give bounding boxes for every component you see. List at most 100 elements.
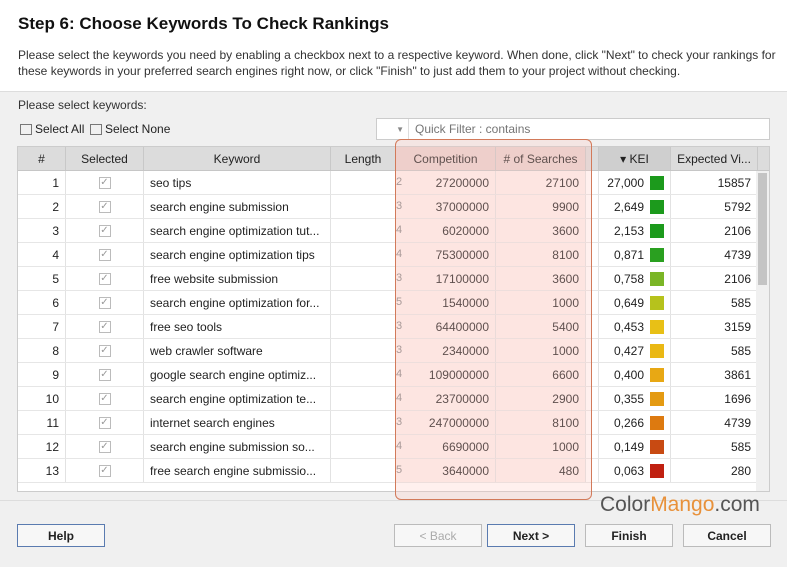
col-expected-visits[interactable]: Expected Vi...: [671, 147, 758, 170]
finish-button[interactable]: Finish: [585, 524, 673, 547]
select-all-button[interactable]: Select All: [20, 122, 84, 136]
row-keyword: free search engine submissio...: [144, 459, 331, 482]
row-competition: 23700000: [396, 387, 496, 410]
col-number[interactable]: #: [18, 147, 66, 170]
watermark: ColorMango.com: [600, 493, 760, 516]
filter-dropdown[interactable]: ▼: [377, 119, 409, 139]
row-checkbox[interactable]: ✓: [98, 440, 111, 453]
cancel-button[interactable]: Cancel: [683, 524, 771, 547]
table-row[interactable]: 6 ✓ search engine optimization for... 15…: [18, 291, 769, 315]
select-none-icon: [90, 123, 102, 135]
row-checkbox-cell: ✓: [66, 243, 144, 266]
row-kei: 0,649: [613, 295, 644, 310]
table-row[interactable]: 12 ✓ search engine submission so... 6690…: [18, 435, 769, 459]
kei-color-swatch: [650, 295, 664, 310]
row-checkbox[interactable]: ✓: [98, 368, 111, 381]
row-spacer: [586, 291, 599, 314]
row-competition: 17100000: [396, 267, 496, 290]
row-spacer: [586, 339, 599, 362]
table-row[interactable]: 3 ✓ search engine optimization tut... 60…: [18, 219, 769, 243]
row-competition: 3640000: [396, 459, 496, 482]
row-kei: 0,871: [613, 247, 644, 262]
col-kei[interactable]: ▾ KEI: [599, 147, 671, 170]
table-row[interactable]: 5 ✓ free website submission 17100000 360…: [18, 267, 769, 291]
row-checkbox[interactable]: ✓: [98, 464, 111, 477]
row-searches: 8100: [496, 411, 586, 434]
row-length-cell: [331, 267, 396, 290]
row-checkbox[interactable]: ✓: [98, 320, 111, 333]
row-expected-visits: 5792: [671, 195, 758, 218]
row-expected-visits: 2106: [671, 267, 758, 290]
row-kei-cell: 0,149: [599, 435, 671, 458]
row-expected-visits: 1696: [671, 387, 758, 410]
kei-color-swatch: [650, 343, 664, 358]
row-checkbox-cell: ✓: [66, 315, 144, 338]
row-expected-visits: 585: [671, 435, 758, 458]
row-checkbox[interactable]: ✓: [98, 248, 111, 261]
row-kei: 0,355: [613, 391, 644, 406]
row-expected-visits: 280: [671, 459, 758, 482]
back-button[interactable]: < Back: [394, 524, 482, 547]
row-checkbox[interactable]: ✓: [98, 392, 111, 405]
row-number: 10: [18, 387, 66, 410]
row-kei-cell: 0,649: [599, 291, 671, 314]
row-searches: 3600: [496, 267, 586, 290]
col-competition[interactable]: Competition: [396, 147, 496, 170]
row-checkbox[interactable]: ✓: [98, 272, 111, 285]
row-checkbox[interactable]: ✓: [98, 296, 111, 309]
row-keyword: search engine submission so...: [144, 435, 331, 458]
row-length: 3: [396, 320, 403, 332]
row-kei: 2,153: [613, 223, 644, 238]
row-length: 3: [396, 344, 403, 356]
row-checkbox[interactable]: ✓: [98, 344, 111, 357]
table-row[interactable]: 4 ✓ search engine optimization tips 7530…: [18, 243, 769, 267]
col-searches[interactable]: # of Searches: [496, 147, 586, 170]
row-kei: 2,649: [613, 199, 644, 214]
quick-filter-input[interactable]: [409, 119, 769, 139]
table-row[interactable]: 2 ✓ search engine submission 37000000 99…: [18, 195, 769, 219]
row-length-cell: [331, 171, 396, 194]
row-checkbox[interactable]: ✓: [98, 176, 111, 189]
row-kei: 0,758: [613, 271, 644, 286]
row-checkbox[interactable]: ✓: [98, 200, 111, 213]
row-keyword: seo tips: [144, 171, 331, 194]
row-competition: 247000000: [396, 411, 496, 434]
row-spacer: [586, 219, 599, 242]
row-expected-visits: 3861: [671, 363, 758, 386]
row-number: 13: [18, 459, 66, 482]
row-keyword: search engine submission: [144, 195, 331, 218]
row-length: 4: [396, 368, 403, 380]
row-expected-visits: 2106: [671, 219, 758, 242]
row-length-cell: [331, 339, 396, 362]
table-row[interactable]: 9 ✓ google search engine optimiz... 1090…: [18, 363, 769, 387]
row-keyword: search engine optimization tips: [144, 243, 331, 266]
table-row[interactable]: 1 ✓ seo tips 27200000 27100 27,000 15857: [18, 171, 769, 195]
next-button[interactable]: Next >: [487, 524, 575, 547]
kei-color-swatch: [650, 439, 664, 454]
row-kei: 0,453: [613, 319, 644, 334]
row-checkbox-cell: ✓: [66, 171, 144, 194]
row-searches: 5400: [496, 315, 586, 338]
row-checkbox[interactable]: ✓: [98, 416, 111, 429]
table-row[interactable]: 10 ✓ search engine optimization te... 23…: [18, 387, 769, 411]
table-row[interactable]: 11 ✓ internet search engines 247000000 8…: [18, 411, 769, 435]
col-selected[interactable]: Selected: [66, 147, 144, 170]
vertical-scrollbar[interactable]: [756, 171, 769, 491]
table-row[interactable]: 8 ✓ web crawler software 2340000 1000 0,…: [18, 339, 769, 363]
row-kei-cell: 2,649: [599, 195, 671, 218]
row-checkbox[interactable]: ✓: [98, 224, 111, 237]
row-length: 4: [396, 224, 403, 236]
row-kei: 0,266: [613, 415, 644, 430]
col-keyword[interactable]: Keyword: [144, 147, 331, 170]
select-none-button[interactable]: Select None: [90, 122, 170, 136]
table-row-partial[interactable]: [18, 483, 769, 491]
help-button[interactable]: Help: [17, 524, 105, 547]
scrollbar-thumb[interactable]: [758, 173, 767, 285]
row-searches: 3600: [496, 219, 586, 242]
table-row[interactable]: 7 ✓ free seo tools 64400000 5400 0,453 3…: [18, 315, 769, 339]
row-number: 5: [18, 267, 66, 290]
row-length: 5: [396, 296, 403, 308]
col-length[interactable]: Length: [331, 147, 396, 170]
table-row[interactable]: 13 ✓ free search engine submissio... 364…: [18, 459, 769, 483]
select-keywords-label: Please select keywords:: [18, 98, 147, 112]
